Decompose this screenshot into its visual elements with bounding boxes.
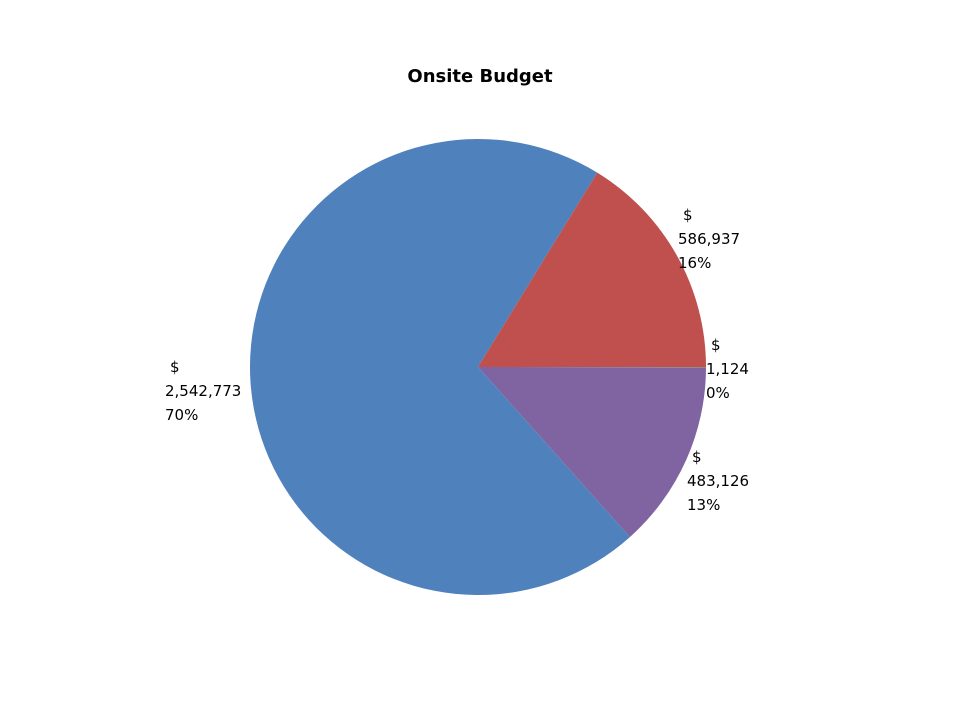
pie-slice-1 (478, 172, 706, 367)
data-label-amount: 483,126 (687, 472, 750, 490)
data-label-slice-2: $ 1,124 0% (706, 333, 749, 405)
chart-title: Onsite Budget (407, 66, 553, 87)
data-label-slice-3: $ 483,126 13% (687, 445, 749, 517)
data-label-amount: 2,542,773 (165, 382, 242, 400)
data-label-percent: 70% (165, 406, 199, 424)
data-label-slice-1: $ 586,937 16% (678, 203, 740, 275)
pie-slice-3 (478, 367, 706, 538)
data-label-currency: $ (692, 448, 702, 466)
data-label-amount: 586,937 (678, 230, 741, 248)
pie-slice-4 (250, 139, 630, 596)
data-label-slice-4: $ 2,542,773 70% (165, 355, 241, 427)
data-label-currency: $ (711, 336, 721, 354)
data-label-percent: 0% (706, 384, 730, 402)
data-label-amount: 1,124 (706, 360, 749, 378)
data-label-percent: 13% (687, 496, 721, 514)
data-label-currency: $ (683, 206, 693, 224)
data-label-currency: $ (170, 358, 180, 376)
data-label-percent: 16% (678, 254, 712, 272)
